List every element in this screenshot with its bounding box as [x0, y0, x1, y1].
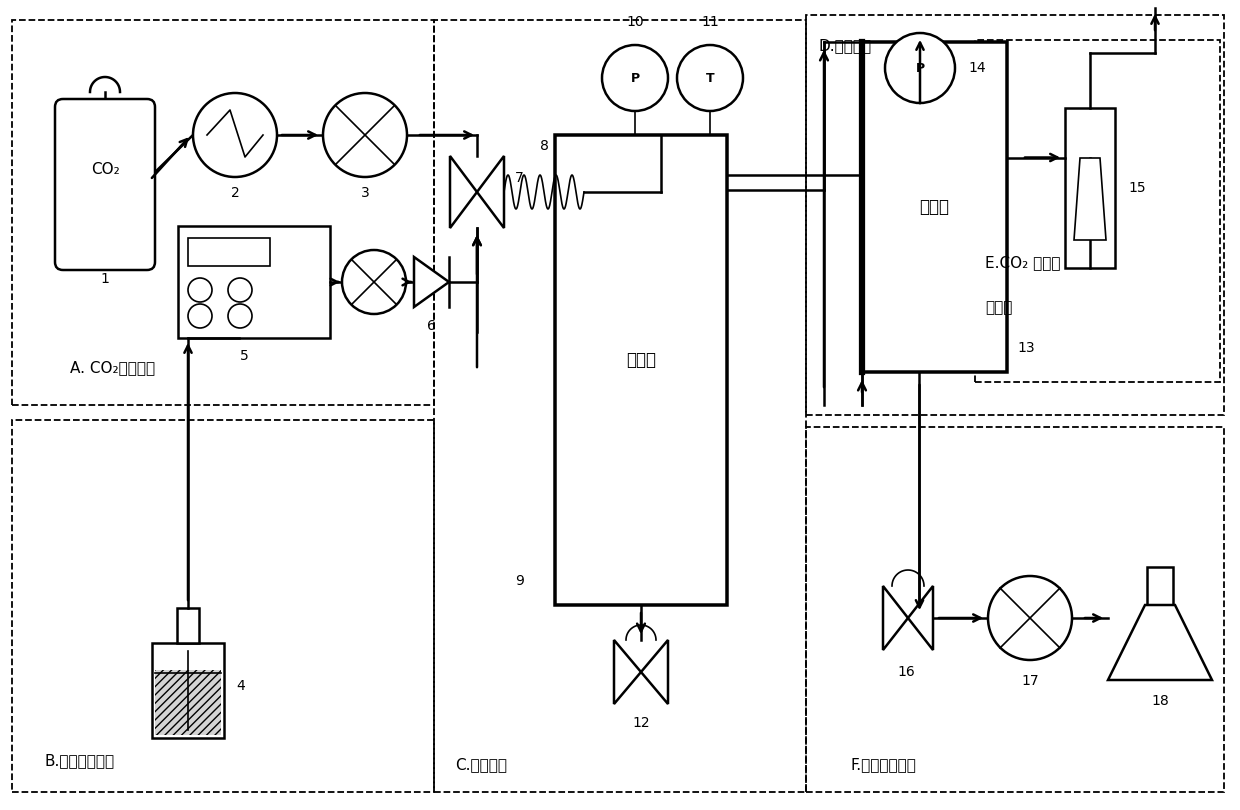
Text: P: P — [630, 71, 640, 84]
Circle shape — [885, 33, 955, 103]
Text: 17: 17 — [1022, 674, 1039, 688]
Bar — [12, 420, 434, 792]
Text: 5: 5 — [239, 349, 248, 363]
Text: 3: 3 — [361, 186, 370, 200]
Text: 蘿取釜: 蘿取釜 — [626, 351, 656, 369]
Text: A. CO₂进料模块: A. CO₂进料模块 — [69, 360, 155, 375]
Polygon shape — [614, 640, 641, 704]
Polygon shape — [1074, 158, 1106, 240]
Text: B.乙醇进料模块: B.乙醇进料模块 — [45, 753, 115, 768]
Bar — [153, 643, 224, 738]
FancyBboxPatch shape — [55, 99, 155, 270]
Text: 1: 1 — [100, 272, 109, 286]
Bar — [179, 226, 330, 338]
Bar — [806, 15, 1224, 415]
Text: CO₂: CO₂ — [91, 163, 119, 177]
Text: F.样品收集模块: F.样品收集模块 — [849, 757, 916, 772]
Circle shape — [342, 250, 405, 314]
Circle shape — [228, 304, 252, 328]
Bar — [434, 20, 806, 792]
Text: 11: 11 — [701, 15, 719, 29]
Text: 16: 16 — [897, 665, 915, 679]
Circle shape — [193, 93, 277, 177]
Circle shape — [677, 45, 743, 111]
Text: 14: 14 — [968, 61, 986, 75]
Text: 6: 6 — [427, 319, 436, 333]
Text: 18: 18 — [1151, 694, 1169, 708]
Polygon shape — [450, 156, 477, 228]
Circle shape — [988, 576, 1073, 660]
Polygon shape — [414, 257, 449, 307]
Text: D.分离模块: D.分离模块 — [818, 38, 872, 53]
Text: 7: 7 — [515, 171, 523, 185]
Text: 12: 12 — [632, 716, 650, 730]
Bar — [188, 238, 270, 266]
Bar — [12, 20, 434, 405]
Polygon shape — [1109, 605, 1211, 680]
Text: T: T — [706, 71, 714, 84]
Text: 15: 15 — [1128, 181, 1146, 195]
Polygon shape — [908, 586, 932, 650]
Polygon shape — [883, 586, 908, 650]
Circle shape — [322, 93, 407, 177]
Polygon shape — [641, 640, 668, 704]
Bar — [975, 40, 1220, 382]
Text: 10: 10 — [626, 15, 644, 29]
Text: E.CO₂ 流量测: E.CO₂ 流量测 — [985, 255, 1060, 270]
Bar — [862, 42, 1007, 372]
Text: 2: 2 — [231, 186, 239, 200]
Circle shape — [188, 304, 212, 328]
Circle shape — [188, 278, 212, 302]
Text: 分离釜: 分离釜 — [920, 198, 950, 216]
Circle shape — [228, 278, 252, 302]
Bar — [1065, 108, 1115, 268]
Polygon shape — [477, 156, 503, 228]
Bar — [1147, 567, 1173, 605]
Text: 13: 13 — [1017, 341, 1034, 355]
Bar — [806, 427, 1224, 792]
Text: P: P — [915, 62, 925, 75]
Bar — [177, 608, 198, 643]
Bar — [556, 135, 727, 605]
Text: 4: 4 — [236, 680, 244, 693]
Text: 8: 8 — [539, 139, 548, 153]
Text: 9: 9 — [516, 574, 525, 588]
Circle shape — [601, 45, 668, 111]
Text: C.提取模块: C.提取模块 — [455, 757, 507, 772]
Text: 量模块: 量模块 — [985, 300, 1012, 315]
Bar — [155, 671, 221, 735]
